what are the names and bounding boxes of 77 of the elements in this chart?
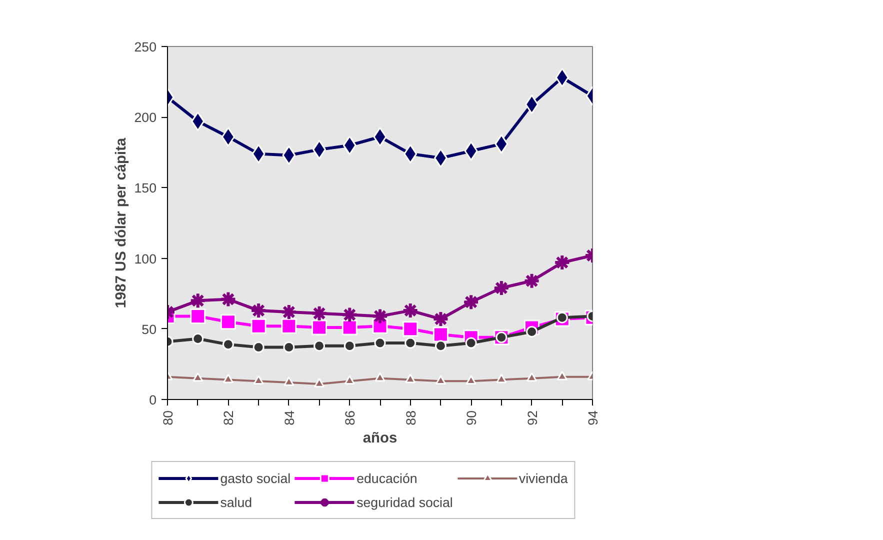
x-tick-label: 84 — [282, 410, 297, 426]
point — [250, 302, 268, 320]
point — [222, 338, 234, 350]
point — [372, 308, 388, 325]
point — [280, 303, 298, 320]
point — [432, 326, 448, 342]
point — [523, 272, 540, 290]
point — [344, 375, 355, 384]
legend-label: salud — [220, 494, 252, 510]
point — [555, 68, 569, 88]
point — [344, 340, 356, 352]
x-tick-label: 82 — [221, 410, 236, 426]
point — [284, 376, 294, 386]
y-tick-label: 50 — [142, 322, 157, 337]
point — [374, 337, 386, 349]
x-tick-label: 94 — [586, 410, 600, 426]
point — [250, 318, 266, 334]
y-tick-label: 100 — [134, 251, 157, 266]
point — [494, 134, 508, 154]
point — [496, 374, 507, 384]
x-axis-title: años — [362, 430, 398, 446]
point — [192, 372, 204, 382]
point — [283, 342, 295, 353]
legend-label: gasto social — [220, 470, 291, 486]
point — [404, 337, 416, 349]
point — [464, 141, 478, 161]
point — [190, 308, 206, 324]
point — [402, 321, 418, 337]
point — [221, 127, 235, 147]
point — [434, 148, 448, 168]
point — [492, 279, 510, 296]
point — [282, 145, 296, 165]
point — [525, 94, 539, 114]
point — [556, 370, 568, 380]
y-tick-label: 200 — [134, 110, 157, 126]
point — [466, 375, 476, 384]
y-tick-label: 0 — [149, 392, 157, 408]
point — [252, 144, 266, 164]
point — [281, 318, 297, 334]
point — [432, 310, 450, 328]
point — [404, 144, 418, 164]
legend-label: seguridad social — [356, 494, 453, 510]
point — [220, 290, 237, 308]
point — [374, 372, 386, 382]
point — [314, 340, 326, 352]
point — [310, 304, 328, 322]
legend-label: vivienda — [518, 470, 568, 486]
point — [405, 374, 416, 384]
point — [402, 302, 419, 320]
point — [373, 127, 387, 147]
point — [312, 140, 326, 160]
point — [342, 320, 358, 336]
point — [526, 372, 538, 382]
point — [435, 375, 446, 384]
y-tick-label: 150 — [134, 180, 157, 196]
x-tick-label: 92 — [524, 410, 540, 426]
x-tick-label: 90 — [464, 410, 480, 426]
point — [554, 254, 571, 272]
point — [222, 374, 234, 384]
point — [191, 112, 205, 132]
point — [189, 292, 206, 310]
point — [314, 378, 325, 388]
point — [220, 314, 236, 330]
point — [312, 320, 328, 336]
legend-label: educación — [356, 470, 418, 486]
x-tick-label: 86 — [342, 410, 358, 426]
point — [341, 306, 358, 324]
point — [342, 136, 356, 156]
y-axis-title: 1987 US dólar per cápita — [113, 137, 130, 308]
point — [462, 294, 480, 311]
y-tick-label: 250 — [134, 40, 157, 54]
x-tick-label: 88 — [403, 410, 418, 426]
point — [253, 375, 264, 384]
x-tick-label: 80 — [160, 410, 176, 426]
point — [192, 333, 204, 345]
point — [434, 340, 446, 352]
point — [252, 342, 264, 353]
